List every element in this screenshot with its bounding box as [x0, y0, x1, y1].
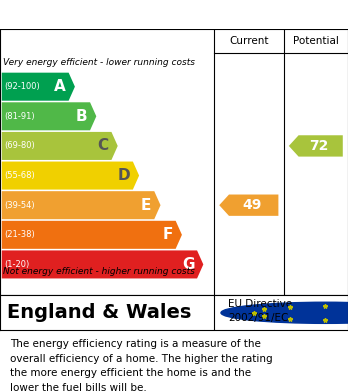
- Text: Potential: Potential: [293, 36, 339, 46]
- Polygon shape: [2, 73, 75, 101]
- Text: A: A: [54, 79, 66, 94]
- Text: Not energy efficient - higher running costs: Not energy efficient - higher running co…: [3, 267, 195, 276]
- Text: (69-80): (69-80): [4, 142, 35, 151]
- Text: (92-100): (92-100): [4, 82, 40, 91]
- Text: B: B: [76, 109, 87, 124]
- Text: 49: 49: [243, 198, 262, 212]
- Text: E: E: [141, 198, 151, 213]
- Polygon shape: [2, 102, 96, 130]
- Polygon shape: [2, 250, 203, 278]
- Text: G: G: [182, 257, 194, 272]
- Polygon shape: [2, 132, 118, 160]
- Polygon shape: [2, 161, 139, 190]
- Text: (39-54): (39-54): [4, 201, 35, 210]
- Text: Energy Efficiency Rating: Energy Efficiency Rating: [10, 5, 258, 24]
- Text: The energy efficiency rating is a measure of the
overall efficiency of a home. T: The energy efficiency rating is a measur…: [10, 339, 273, 391]
- Circle shape: [221, 302, 348, 323]
- Text: F: F: [163, 227, 173, 242]
- Text: C: C: [97, 138, 109, 153]
- Text: 72: 72: [310, 139, 329, 153]
- Text: (81-91): (81-91): [4, 112, 35, 121]
- Polygon shape: [2, 221, 182, 249]
- Text: Very energy efficient - lower running costs: Very energy efficient - lower running co…: [3, 58, 196, 67]
- Text: EU Directive
2002/91/EC: EU Directive 2002/91/EC: [228, 300, 292, 323]
- Polygon shape: [289, 135, 343, 157]
- Text: (55-68): (55-68): [4, 171, 35, 180]
- Text: (1-20): (1-20): [4, 260, 30, 269]
- Polygon shape: [2, 191, 160, 219]
- Polygon shape: [219, 194, 278, 216]
- Text: (21-38): (21-38): [4, 230, 35, 239]
- Text: D: D: [117, 168, 130, 183]
- Text: Current: Current: [229, 36, 269, 46]
- Text: England & Wales: England & Wales: [7, 303, 191, 322]
